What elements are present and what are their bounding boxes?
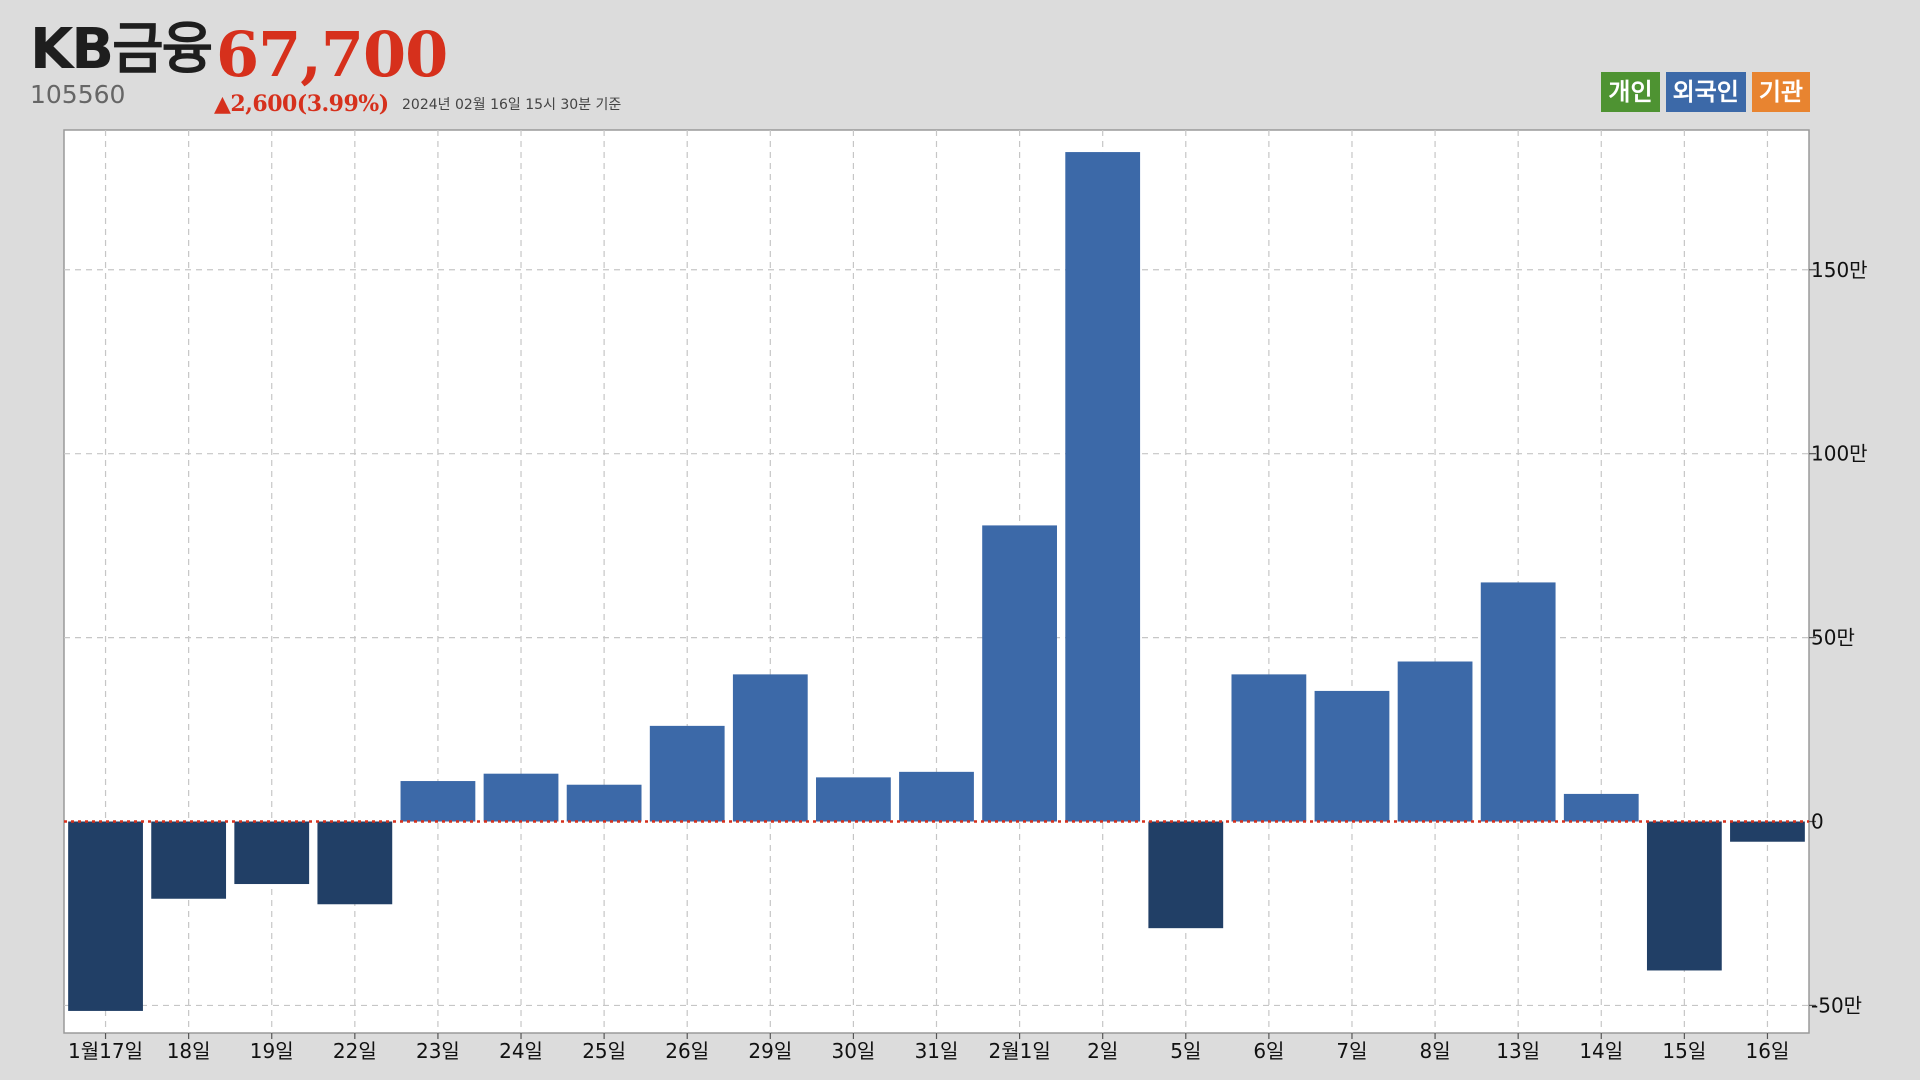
y-tick-label: 100만 [1811,442,1868,466]
bar-8 [732,674,808,822]
bar-6 [566,784,642,822]
timestamp: 2024년 02월 16일 15시 30분 기준 [402,97,622,113]
bar-5 [483,773,559,822]
bar-9 [816,777,891,822]
y-tick-label: 0 [1811,810,1824,834]
x-tick-label: 15일 [1662,1039,1706,1063]
legend-button-foreign[interactable]: 외국인 [1665,72,1746,112]
x-tick-label: 29일 [748,1039,792,1063]
x-tick-label: 24일 [499,1039,543,1063]
x-tick-label: 31일 [915,1039,959,1063]
x-tick-label: 6일 [1253,1039,1284,1063]
x-tick-label: 18일 [167,1039,211,1063]
x-tick-label: 26일 [665,1039,709,1063]
stock-price: 67,700 [216,18,448,91]
bar-14 [1231,674,1307,822]
stock-name: KB금융 [30,17,213,82]
bar-3 [317,821,393,905]
bar-17 [1480,582,1556,822]
bar-11 [982,525,1057,822]
legend-button-individual[interactable]: 개인 [1601,72,1660,112]
bar-12 [1065,152,1141,822]
x-tick-label: 7일 [1336,1039,1367,1063]
x-tick-label: 2일 [1087,1039,1118,1063]
x-tick-label: 22일 [333,1039,377,1063]
y-tick-label: -50만 [1811,993,1862,1017]
bar-4 [400,781,476,822]
x-tick-label: 13일 [1496,1039,1540,1063]
x-tick-label: 1월17일 [68,1039,143,1063]
x-tick-label: 14일 [1579,1039,1623,1063]
bar-15 [1314,690,1390,822]
x-tick-label: 19일 [250,1039,294,1063]
bar-2 [234,821,310,885]
x-tick-label: 30일 [831,1039,875,1063]
x-tick-label: 2월1일 [988,1039,1050,1063]
bar-0 [68,821,143,1011]
bar-18 [1563,793,1639,822]
y-tick-label: 150만 [1811,258,1868,282]
x-tick-label: 25일 [582,1039,626,1063]
stock-code: 105560 [30,80,126,109]
legend-button-institution[interactable]: 기관 [1751,72,1810,112]
bar-7 [649,725,725,822]
bar-16 [1397,661,1473,822]
bar-13 [1148,821,1224,929]
y-tick-label: 50만 [1811,626,1855,650]
investor-type-legend: 개인 외국인 기관 [1601,72,1810,112]
bar-19 [1646,821,1722,971]
price-change: ▲2,600(3.99%) [214,91,389,117]
x-tick-label: 5일 [1170,1039,1201,1063]
bar-1 [151,821,227,899]
bar-20 [1730,821,1805,842]
bar-10 [899,771,974,822]
x-tick-label: 16일 [1746,1039,1790,1063]
x-tick-label: 23일 [416,1039,460,1063]
x-tick-label: 8일 [1420,1039,1451,1063]
